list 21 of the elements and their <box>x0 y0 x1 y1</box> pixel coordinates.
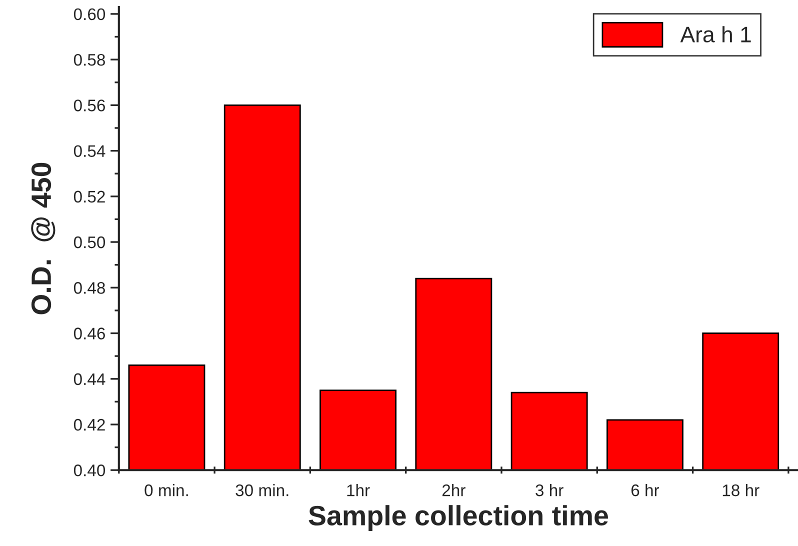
y-tick-label: 0.60 <box>74 8 106 20</box>
y-tick-label: 0.46 <box>74 328 105 340</box>
y-tick-label: 0.56 <box>74 100 105 112</box>
legend-label: Ara h 1 <box>680 26 751 42</box>
x-tick-label: 3 hr <box>536 484 564 496</box>
x-tick-label: 0 min. <box>144 484 188 496</box>
y-tick-label: 0.50 <box>74 236 106 248</box>
y-tick-label: 0.48 <box>74 282 105 294</box>
x-tick-label: 1hr <box>347 484 370 496</box>
x-tick-label: 18 hr <box>722 484 760 496</box>
y-tick-label: 0.44 <box>74 373 106 386</box>
y-tick-label: 0.54 <box>74 145 106 157</box>
y-axis-title: O.D. @ 450 <box>31 162 56 314</box>
x-tick-label: 2hr <box>442 484 466 496</box>
x-tick-label: 6 hr <box>631 484 660 496</box>
y-tick-label: 0.58 <box>74 54 105 66</box>
y-tick-label: 0.52 <box>74 190 105 203</box>
x-tick-label: 30 min. <box>236 484 288 496</box>
y-tick-label: 0.40 <box>74 464 106 476</box>
x-axis-title: Sample collection time <box>308 505 608 531</box>
y-tick-label: 0.42 <box>74 418 105 431</box>
